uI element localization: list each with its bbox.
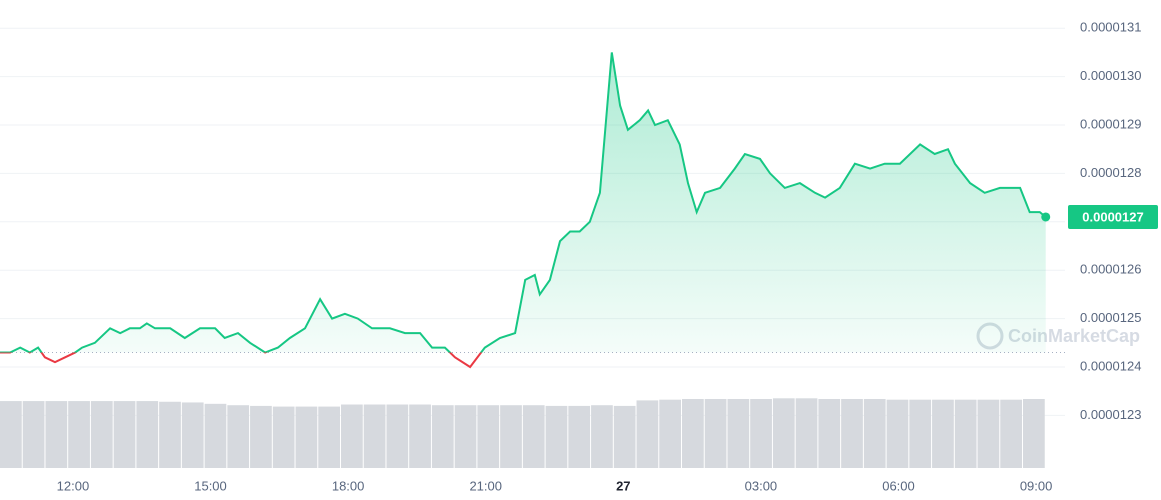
y-tick-label: 0.0000124 bbox=[1080, 358, 1141, 373]
x-tick-label: 15:00 bbox=[194, 478, 227, 493]
volume-bar bbox=[886, 399, 909, 468]
volume-bar bbox=[318, 406, 341, 468]
volume-bar bbox=[363, 404, 386, 468]
volume-bar bbox=[341, 404, 363, 468]
x-tick-label: 09:00 bbox=[1020, 478, 1053, 493]
volume-bar bbox=[659, 399, 682, 468]
volume-bar bbox=[272, 406, 295, 468]
volume-bar bbox=[454, 405, 477, 468]
volume-bar bbox=[0, 401, 22, 468]
volume-bar bbox=[977, 399, 1000, 468]
x-tick-label: 18:00 bbox=[332, 478, 365, 493]
volume-bar bbox=[909, 399, 932, 468]
volume-bar bbox=[636, 400, 659, 468]
volume-bar bbox=[932, 399, 954, 468]
volume-bar bbox=[522, 405, 545, 468]
volume-bar bbox=[136, 401, 159, 468]
volume-bar bbox=[204, 403, 227, 468]
volume-bar bbox=[90, 401, 113, 468]
volume-bar bbox=[682, 399, 704, 468]
x-tick-label: 21:00 bbox=[469, 478, 502, 493]
volume-bar bbox=[818, 399, 841, 468]
volume-bar bbox=[22, 401, 45, 468]
volume-bar bbox=[772, 398, 795, 468]
x-tick-label: 27 bbox=[616, 478, 630, 493]
volume-bar bbox=[750, 399, 772, 468]
volume-bar bbox=[68, 401, 90, 468]
y-tick-label: 0.0000125 bbox=[1080, 310, 1141, 325]
last-point bbox=[1041, 212, 1051, 222]
y-tick-label: 0.0000129 bbox=[1080, 116, 1141, 131]
volume-bar bbox=[250, 405, 272, 468]
volume-bar bbox=[704, 399, 727, 468]
volume-bar bbox=[500, 405, 522, 468]
volume-bar bbox=[1000, 399, 1023, 468]
volume-bar bbox=[591, 405, 613, 468]
volume-bar bbox=[181, 402, 204, 468]
price-line-up bbox=[0, 52, 1047, 353]
volume-bar bbox=[113, 401, 136, 468]
volume-bar bbox=[954, 399, 977, 468]
volume-bar bbox=[727, 399, 750, 468]
y-tick-label: 0.0000128 bbox=[1080, 165, 1141, 180]
volume-bar bbox=[795, 398, 818, 468]
y-tick-label: 0.0000130 bbox=[1080, 68, 1141, 83]
price-tag bbox=[1068, 204, 1158, 229]
volume-bar bbox=[409, 404, 431, 468]
y-tick-label: 0.0000131 bbox=[1080, 20, 1141, 35]
volume-bar bbox=[841, 399, 863, 468]
x-tick-label: 03:00 bbox=[745, 478, 778, 493]
volume-bar bbox=[613, 405, 636, 468]
volume-bar bbox=[159, 401, 181, 468]
volume-bar bbox=[227, 405, 250, 468]
volume-bar bbox=[545, 405, 568, 468]
volume-bar bbox=[295, 406, 318, 468]
price-area bbox=[0, 52, 1046, 353]
y-tick-label: 0.0000123 bbox=[1080, 407, 1141, 422]
x-tick-label: 06:00 bbox=[882, 478, 915, 493]
volume-bar bbox=[1023, 399, 1045, 468]
volume-bar bbox=[386, 404, 409, 468]
x-tick-label: 12:00 bbox=[57, 478, 90, 493]
volume-bar bbox=[45, 401, 68, 468]
volume-bar bbox=[431, 405, 454, 468]
volume-bar bbox=[477, 405, 500, 468]
volume-bar bbox=[568, 405, 591, 468]
price-tag-label: 0.0000127 bbox=[1082, 209, 1143, 224]
y-tick-label: 0.0000126 bbox=[1080, 262, 1141, 277]
volume-bar bbox=[863, 399, 886, 468]
